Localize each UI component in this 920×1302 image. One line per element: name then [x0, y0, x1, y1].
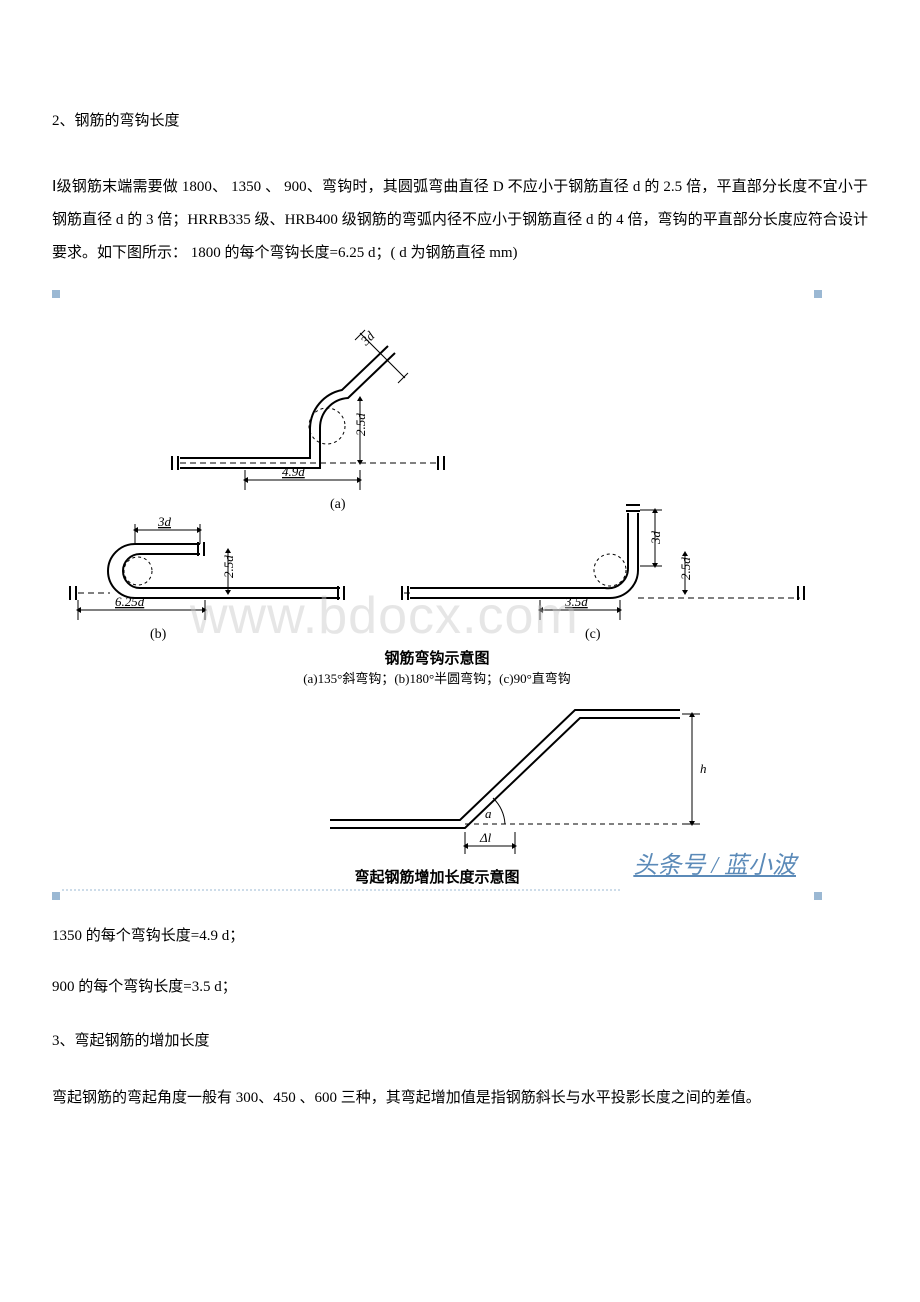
label-a-49d: 4.9d — [282, 464, 305, 479]
section-2-paragraph: Ⅰ级钢筋末端需要做 1800、 1350 、 900、弯钩时，其圆弧弯曲直径 D… — [52, 171, 868, 270]
label-b-3d: 3d — [157, 514, 172, 529]
hook-135-length: 1350 的每个弯钩长度=4.9 d； — [52, 920, 868, 953]
section-3-heading: 3、弯起钢筋的增加长度 — [52, 1030, 868, 1053]
label-b-625d: 6.25d — [115, 594, 145, 609]
label-bent-dl: Δl — [479, 830, 492, 845]
label-c-3d: 3d — [648, 530, 663, 545]
corner-mark — [814, 892, 822, 900]
diagram-main-caption: 钢筋弯钩示意图 — [384, 649, 489, 667]
label-bent-a: a — [485, 806, 492, 821]
diagram-sub-caption: (a)135°斜弯钩；(b)180°半圆弯钩；(c)90°直弯钩 — [303, 671, 571, 687]
corner-mark — [814, 290, 822, 298]
source-credit: 头条号 / 蓝小波 — [633, 845, 796, 880]
rebar-hook-diagram: 3d 2.5d 4.9d (a) — [60, 298, 814, 892]
label-c-25d: 2.5d — [678, 556, 693, 579]
bent-up-diagram: a h Δl — [330, 710, 707, 854]
diagram-svg-wrap: 3d 2.5d 4.9d (a) — [60, 298, 814, 892]
diagram-container: 3d 2.5d 4.9d (a) — [52, 290, 822, 900]
corner-mark — [52, 892, 60, 900]
corner-mark — [52, 290, 60, 298]
bent-caption: 弯起钢筋增加长度示意图 — [354, 868, 519, 886]
section-3-paragraph: 弯起钢筋的弯起角度一般有 300、450 、600 三种，其弯起增加值是指钢筋斜… — [52, 1082, 868, 1115]
hook-180: 3d 2.5d 6.25d (b) — [70, 514, 344, 642]
label-b-25d: 2.5d — [221, 554, 236, 577]
label-c-part: (c) — [585, 627, 601, 642]
label-b-part: (b) — [150, 627, 167, 642]
label-a-part: (a) — [330, 497, 346, 512]
hook-90: 3d 2.5d 3.5d (c) — [400, 505, 804, 642]
label-c-35d: 3.5d — [564, 594, 588, 609]
label-a-ext: 3d — [357, 327, 378, 348]
section-2-heading: 2、钢筋的弯钩长度 — [52, 110, 868, 133]
label-a-25d: 2.5d — [353, 412, 368, 435]
hook-135: 3d 2.5d 4.9d (a) — [172, 327, 444, 511]
hook-90-length: 900 的每个弯钩长度=3.5 d； — [52, 971, 868, 1004]
label-bent-h: h — [700, 761, 707, 776]
